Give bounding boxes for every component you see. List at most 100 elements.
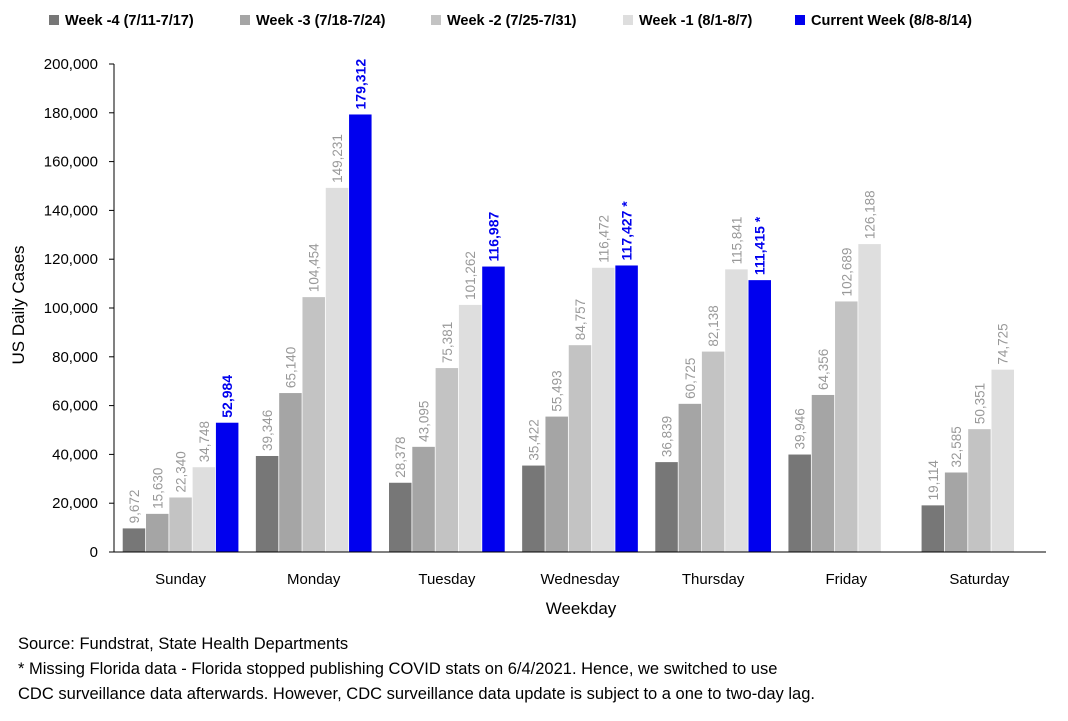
- x-tick-label: Sunday: [155, 571, 206, 588]
- bar: [991, 369, 1014, 552]
- legend-entry: Week -4 (7/11-7/17): [65, 13, 194, 29]
- bar: [568, 345, 592, 552]
- x-tick-label: Thursday: [682, 571, 745, 588]
- data-label: 39,346: [260, 410, 275, 451]
- bar: [522, 465, 545, 552]
- data-label: 15,630: [150, 468, 165, 509]
- bar: [325, 187, 349, 553]
- bar: [458, 304, 482, 552]
- bar: [655, 462, 678, 552]
- data-label: 115,841: [729, 217, 744, 265]
- data-label: 101,262: [463, 251, 478, 300]
- x-tick-label: Monday: [287, 571, 341, 588]
- bar: [678, 403, 702, 552]
- bar: [788, 454, 811, 552]
- bar: [389, 482, 412, 552]
- legend: Week -4 (7/11-7/17) Week -3 (7/18-7/24) We…: [49, 13, 972, 29]
- data-label: 64,356: [816, 349, 831, 390]
- data-label: 126,188: [863, 190, 878, 239]
- bar: [192, 467, 216, 552]
- bar: [412, 446, 435, 552]
- bar: [302, 297, 325, 552]
- y-tick-label: 180,000: [44, 105, 98, 122]
- chart: Week -4 (7/11-7/17) Week -3 (7/18-7/24) We…: [9, 13, 1046, 618]
- data-label: 82,138: [706, 305, 721, 346]
- bar: [944, 472, 968, 552]
- bar: [921, 505, 945, 552]
- bar: [725, 269, 748, 552]
- data-label: 55,493: [550, 370, 565, 411]
- y-tick-label: 80,000: [52, 349, 98, 366]
- bar: [968, 429, 991, 552]
- data-label: 116,472: [596, 215, 611, 263]
- data-label: 65,140: [283, 347, 298, 388]
- data-label: 179,312: [352, 59, 368, 110]
- bar: [748, 280, 771, 552]
- data-label: 50,351: [972, 383, 987, 424]
- y-axis-title: US Daily Cases: [9, 245, 28, 364]
- x-tick-label: Friday: [825, 571, 867, 588]
- x-tick-label: Saturday: [949, 571, 1010, 588]
- y-tick-label: 0: [90, 544, 98, 561]
- data-label: 34,748: [197, 421, 212, 462]
- data-label: 84,757: [573, 299, 588, 340]
- bar: [215, 422, 239, 552]
- bar: [146, 513, 169, 552]
- data-label: 111,415 *: [752, 216, 768, 275]
- y-tick-label: 60,000: [52, 398, 98, 415]
- x-axis: Sunday Monday Tuesday Wednesday Thursday Frid…: [114, 551, 1046, 588]
- bars: [122, 114, 1014, 553]
- footnote-line-2: CDC surveillance data afterwards. Howeve…: [18, 685, 815, 703]
- data-labels: 9,672 15,630 22,340 34,748 52,984 39,346 65,14…: [127, 59, 1011, 524]
- legend-entry: Week -3 (7/18-7/24): [256, 13, 386, 29]
- y-tick-label: 200,000: [44, 56, 98, 73]
- legend-entry: Week -1 (8/1-8/7): [639, 13, 753, 29]
- data-label: 9,672: [127, 490, 142, 524]
- legend-swatch: [240, 15, 250, 25]
- legend-swatch: [623, 15, 633, 25]
- bar: [858, 244, 881, 553]
- data-label: 35,422: [526, 419, 541, 460]
- bar: [811, 394, 835, 552]
- x-axis-title: Weekday: [546, 599, 617, 618]
- bar: [435, 368, 459, 552]
- x-tick-label: Wednesday: [541, 571, 620, 588]
- data-label: 28,378: [393, 436, 408, 477]
- bar: [545, 416, 568, 552]
- y-tick-label: 120,000: [44, 251, 98, 268]
- data-label: 36,839: [660, 416, 675, 457]
- bar: [592, 267, 615, 552]
- data-label: 102,689: [839, 248, 854, 297]
- data-label: 104,454: [307, 243, 322, 292]
- bar: [255, 455, 279, 552]
- bar: [122, 528, 146, 552]
- chart-notes: Source: Fundstrat, State Health Departme…: [18, 632, 1058, 707]
- data-label: 22,340: [174, 451, 189, 492]
- y-axis: 0 20,000 40,000 60,000 80,000 100,000 120,000 1…: [44, 56, 115, 561]
- data-label: 74,725: [996, 323, 1011, 364]
- bar: [349, 114, 372, 552]
- legend-swatch: [795, 15, 805, 25]
- data-label: 60,725: [683, 358, 698, 399]
- data-label: 116,987: [485, 212, 501, 262]
- data-label: 19,114: [926, 460, 941, 501]
- source-note: Source: Fundstrat, State Health Departme…: [18, 635, 349, 653]
- bar: [482, 266, 505, 552]
- legend-swatch: [49, 15, 59, 25]
- y-tick-label: 40,000: [52, 446, 98, 463]
- data-label: 75,381: [440, 322, 455, 363]
- data-label: 149,231: [330, 134, 345, 183]
- y-tick-label: 160,000: [44, 154, 98, 171]
- y-tick-label: 20,000: [52, 495, 98, 512]
- data-label: 32,585: [949, 426, 964, 467]
- y-tick-label: 100,000: [44, 300, 98, 317]
- data-label: 39,946: [793, 408, 808, 449]
- data-label: 52,984: [219, 375, 235, 418]
- legend-entry: Current Week (8/8-8/14): [811, 13, 972, 29]
- legend-entry: Week -2 (7/25-7/31): [447, 13, 577, 29]
- data-label: 43,095: [417, 401, 432, 442]
- bar: [835, 301, 858, 552]
- bar: [701, 351, 725, 552]
- bar: [615, 265, 638, 552]
- bar: [279, 393, 302, 552]
